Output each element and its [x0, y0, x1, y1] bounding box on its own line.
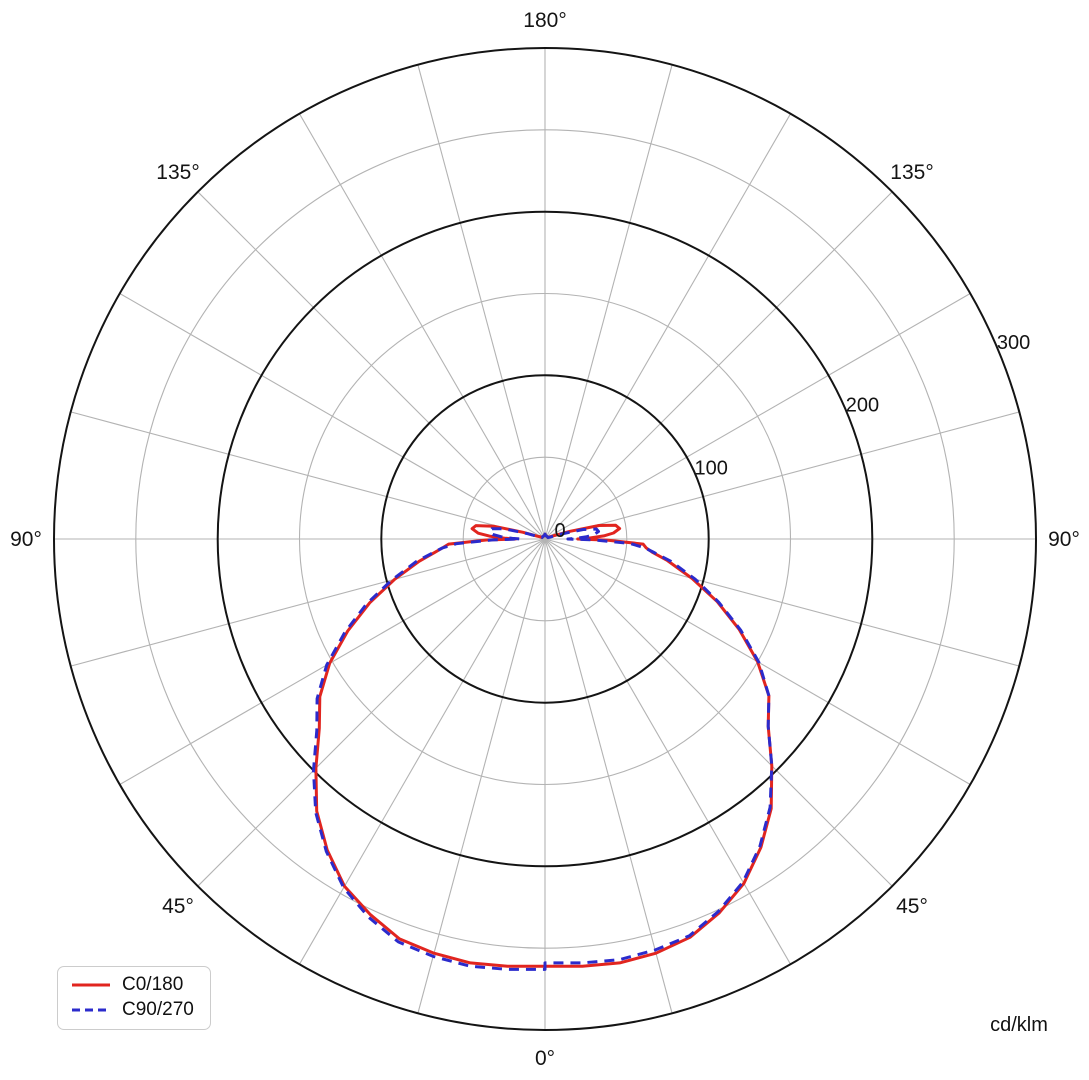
polar-grid: [53, 47, 1037, 1031]
legend-label-c90-270: C90/270: [122, 999, 194, 1020]
grid-circle-minor-150: [298, 292, 792, 786]
radial-tick-label-200: 200: [846, 395, 879, 417]
radial-tick-label-0: 0: [554, 520, 565, 542]
angle-label-90-right: 90°: [1048, 528, 1080, 551]
angle-label-180-center: 180°: [523, 9, 566, 32]
angle-label-45-right: 45°: [896, 895, 928, 918]
grid-circle-major-300: [53, 47, 1037, 1031]
curve-c90-270: [312, 527, 774, 971]
angle-label-135-right: 135°: [890, 161, 933, 184]
grid-circle-minor-250: [135, 129, 955, 949]
legend-line-solid-icon: [72, 983, 110, 986]
grid-circle-minor-50: [462, 456, 628, 622]
grid-circle-major-200: [216, 210, 874, 868]
axis-labels: 0° 45° 45° 90° 90° 135° 135° 180° 0 100 200 300: [10, 9, 1080, 1070]
radial-tick-label-100: 100: [695, 457, 728, 479]
angle-label-135-left: 135°: [156, 161, 199, 184]
angle-label-0-center: 0°: [535, 1047, 555, 1070]
intensity-curves: [312, 523, 774, 971]
legend-item-c90-270: C90/270: [71, 1000, 194, 1019]
angle-label-45-left: 45°: [162, 895, 194, 918]
curve-c0-180: [314, 523, 774, 968]
radial-tick-label-300: 300: [997, 332, 1030, 354]
legend-label-c0-180: C0/180: [122, 974, 184, 995]
unit-label: cd/klm: [990, 1014, 1048, 1036]
legend-line-dashed-icon: [72, 1008, 110, 1011]
legend: C0/180 C90/270: [57, 966, 211, 1030]
grid-circle-major-100: [380, 374, 710, 704]
angle-label-90-left: 90°: [10, 528, 42, 551]
legend-item-c0-180: C0/180: [71, 975, 194, 994]
